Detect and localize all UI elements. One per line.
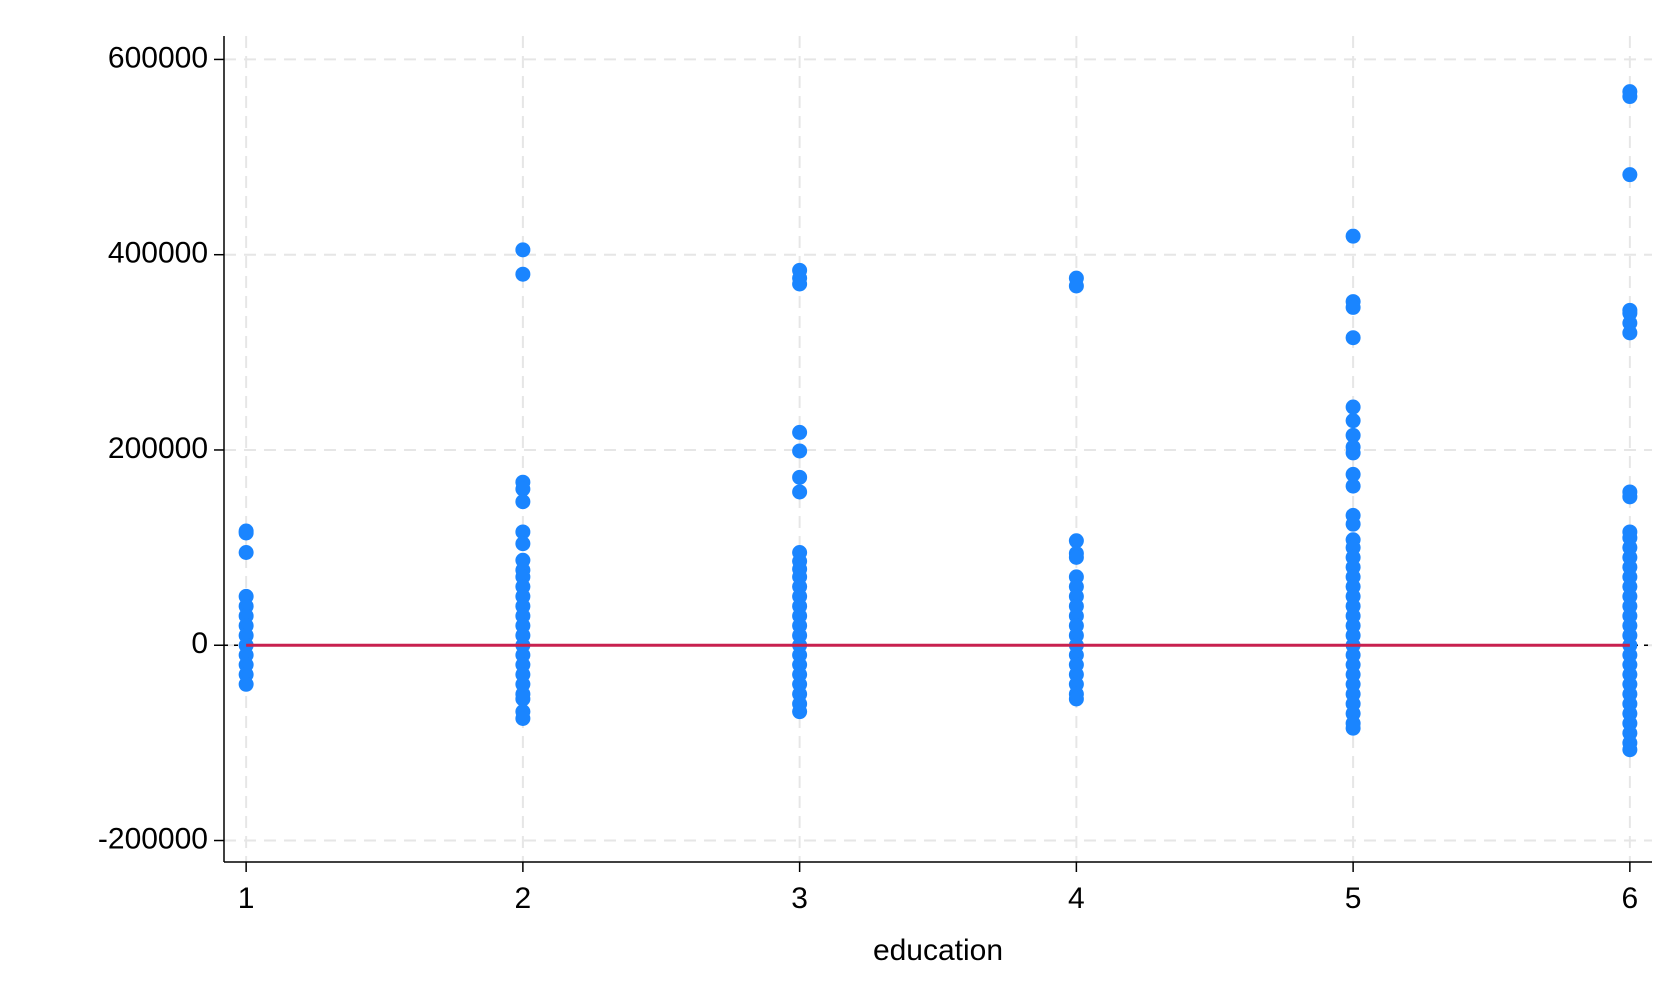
scatter-point [1068,278,1084,294]
y-tick-label: 200000 [108,432,208,465]
scatter-point [792,424,808,440]
x-tick-label: 6 [1622,882,1639,915]
scatter-point [792,704,808,720]
scatter-point [1622,489,1638,505]
scatter-point [1345,427,1361,443]
x-tick-label: 4 [1068,882,1085,915]
scatter-point [792,469,808,485]
y-tick-label: 600000 [108,41,208,74]
scatter-point [1068,549,1084,565]
scatter-point [515,494,531,510]
scatter-point [238,676,254,692]
scatter-point [1622,742,1638,758]
scatter-point [1622,89,1638,105]
x-tick-label: 2 [515,882,532,915]
scatter-point [1345,516,1361,532]
scatter-point [515,266,531,282]
scatter-point [238,544,254,560]
scatter-point [1068,533,1084,549]
scatter-point [1345,228,1361,244]
scatter-point [1345,413,1361,429]
x-tick-label: 5 [1345,882,1362,915]
scatter-point [792,484,808,500]
x-axis-label: education [873,934,1003,967]
scatter-point [515,536,531,552]
scatter-point [1345,299,1361,315]
scatter-point [1068,691,1084,707]
scatter-point [792,443,808,459]
scatter-point [1622,325,1638,341]
scatter-point [515,481,531,497]
scatter-point [515,242,531,258]
y-tick-label: 400000 [108,237,208,270]
scatter-point [1345,330,1361,346]
scatter-point [515,691,531,707]
scatter-point [1622,167,1638,183]
scatter-point [1345,720,1361,736]
x-tick-label: 3 [791,882,808,915]
scatter-point [1345,478,1361,494]
scatter-point [1345,445,1361,461]
scatter-point [1345,466,1361,482]
y-tick-label: -200000 [98,822,208,855]
scatter-point [1345,399,1361,415]
scatter-point [515,710,531,726]
scatter-point [238,525,254,541]
scatter-point [792,276,808,292]
scatter-point [515,524,531,540]
y-tick-label: 0 [191,627,208,660]
x-tick-label: 1 [238,882,255,915]
